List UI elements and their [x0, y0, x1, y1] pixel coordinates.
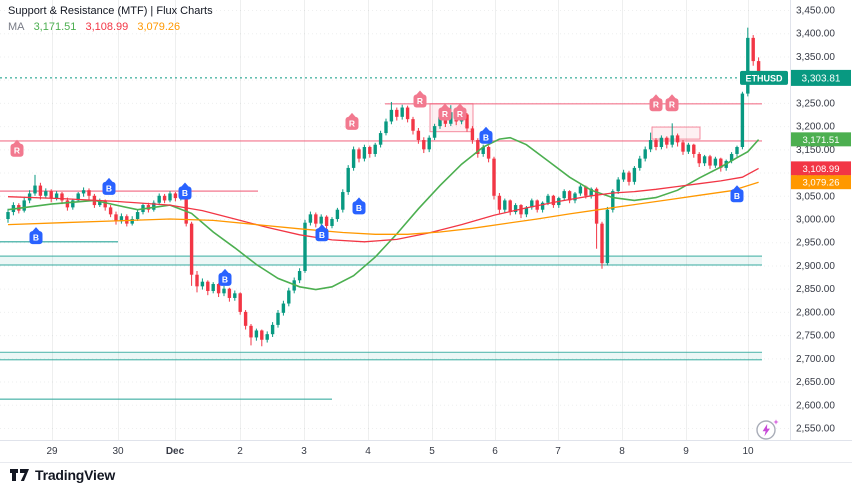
svg-text:3,150.00: 3,150.00 — [796, 145, 835, 156]
ma-axis-badge — [791, 161, 851, 176]
svg-text:R: R — [457, 109, 463, 119]
symbol-badge — [740, 70, 788, 85]
svg-text:Dec: Dec — [166, 446, 185, 457]
svg-text:ETHUSD: ETHUSD — [745, 73, 783, 83]
price-axis[interactable]: 3,450.003,400.003,350.003,300.003,250.00… — [791, 6, 851, 435]
svg-text:10: 10 — [742, 446, 754, 457]
svg-text:2,750.00: 2,750.00 — [796, 331, 835, 342]
svg-text:3: 3 — [301, 446, 307, 457]
tradingview-logo-text: TradingView — [35, 466, 116, 483]
svg-text:2,650.00: 2,650.00 — [796, 377, 835, 388]
svg-text:B: B — [222, 274, 228, 284]
svg-text:2,850.00: 2,850.00 — [796, 284, 835, 295]
lightning-button[interactable] — [754, 416, 782, 442]
ma-axis-badge — [791, 175, 851, 190]
svg-text:3,000.00: 3,000.00 — [796, 215, 835, 226]
svg-text:2,800.00: 2,800.00 — [796, 307, 835, 318]
ma-fast — [7, 136, 760, 291]
svg-text:2,600.00: 2,600.00 — [796, 400, 835, 411]
svg-text:9: 9 — [683, 446, 689, 457]
svg-text:R: R — [442, 109, 448, 119]
lightning-icon — [756, 419, 779, 440]
ma-mid — [7, 167, 759, 243]
svg-text:3,303.81: 3,303.81 — [802, 73, 841, 84]
svg-text:B: B — [319, 230, 325, 240]
gridlines — [0, 0, 790, 440]
svg-text:3,450.00: 3,450.00 — [796, 6, 835, 17]
indicator-title[interactable]: Support & Resistance (MTF) | Flux Charts — [8, 5, 213, 17]
svg-text:8: 8 — [619, 446, 625, 457]
svg-text:3,200.00: 3,200.00 — [796, 122, 835, 133]
footer: TradingView — [0, 462, 852, 485]
svg-text:R: R — [669, 100, 675, 110]
svg-text:3,079.26: 3,079.26 — [803, 178, 840, 189]
svg-text:5: 5 — [429, 446, 435, 457]
time-axis[interactable]: 29 30 Dec 2 3 4 5 6 7 8 9 10 — [46, 446, 754, 457]
svg-text:2,900.00: 2,900.00 — [796, 261, 835, 272]
svg-text:4: 4 — [365, 446, 371, 457]
indicator-legend: Support & Resistance (MTF) | Flux Charts… — [8, 4, 213, 34]
ma-lines — [7, 136, 760, 291]
svg-text:B: B — [182, 188, 188, 198]
svg-text:R: R — [417, 96, 423, 106]
svg-text:B: B — [483, 132, 489, 142]
svg-text:2,550.00: 2,550.00 — [796, 424, 835, 435]
svg-text:29: 29 — [46, 446, 58, 457]
svg-text:3,171.51: 3,171.51 — [803, 135, 840, 146]
svg-text:3,108.99: 3,108.99 — [803, 164, 840, 175]
svg-text:R: R — [349, 118, 355, 128]
candles — [6, 27, 761, 347]
svg-text:B: B — [106, 183, 112, 193]
svg-text:2,950.00: 2,950.00 — [796, 238, 835, 249]
ma-slow — [7, 181, 759, 235]
svg-text:3,050.00: 3,050.00 — [796, 191, 835, 202]
ma-axis-badge — [791, 132, 851, 147]
ma-value-fast: 3,171.51 — [33, 21, 77, 33]
svg-text:2,700.00: 2,700.00 — [796, 354, 835, 365]
svg-text:3,400.00: 3,400.00 — [796, 29, 835, 40]
svg-text:30: 30 — [112, 446, 124, 457]
tradingview-logo-icon — [10, 469, 29, 481]
ma-value-slow: 3,079.26 — [137, 21, 181, 33]
svg-text:3,250.00: 3,250.00 — [796, 98, 835, 109]
svg-text:R: R — [653, 100, 659, 110]
ma-label: MA — [8, 21, 25, 33]
tradingview-logo[interactable]: TradingView — [10, 466, 115, 483]
svg-text:3,350.00: 3,350.00 — [796, 52, 835, 63]
chart-area[interactable]: B B B B B B B B R R R R R R R 3,450.00 3,400.00 3,350.00 3… — [0, 0, 852, 462]
svg-text:B: B — [734, 191, 740, 201]
svg-text:B: B — [356, 203, 362, 213]
svg-text:7: 7 — [555, 446, 561, 457]
svg-text:2: 2 — [237, 446, 243, 457]
svg-text:R: R — [14, 145, 20, 155]
svg-text:6: 6 — [492, 446, 498, 457]
last-price-badge — [791, 69, 851, 86]
ma-legend-row[interactable]: MA 3,171.51 3,108.99 3,079.26 — [8, 20, 213, 34]
ma-value-mid: 3,108.99 — [85, 21, 129, 33]
svg-text:B: B — [33, 233, 39, 243]
